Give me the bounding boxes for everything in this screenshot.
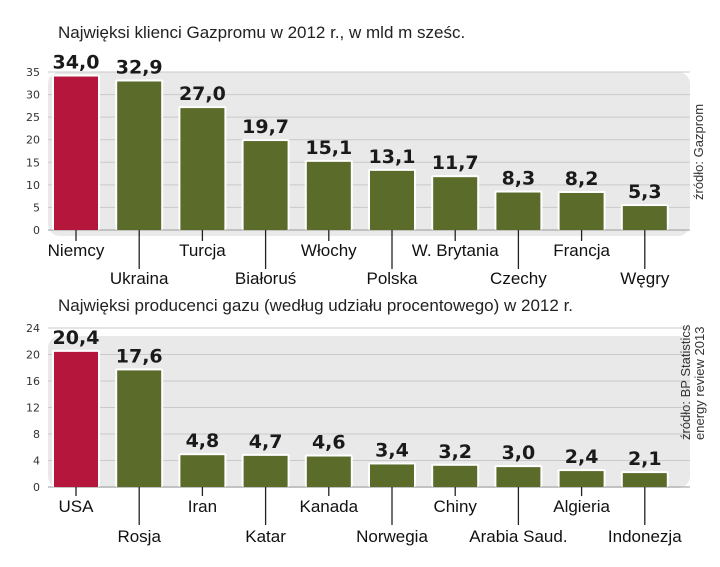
category-label: Katar bbox=[245, 527, 286, 546]
value-label: 17,6 bbox=[116, 345, 163, 367]
value-label: 8,2 bbox=[565, 168, 599, 190]
bar-chiny bbox=[433, 465, 478, 487]
value-label: 32,9 bbox=[116, 56, 163, 78]
value-label: 4,6 bbox=[312, 432, 346, 454]
category-label: Indonezja bbox=[608, 527, 682, 546]
category-label: Białoruś bbox=[235, 269, 296, 288]
y-tick-label: 5 bbox=[33, 201, 40, 214]
plot-panel bbox=[48, 336, 690, 488]
chart-1: Najwięksi klienci Gazpromu w 2012 r., w … bbox=[26, 23, 706, 288]
y-tick-label: 12 bbox=[26, 402, 40, 415]
category-label: Węgry bbox=[620, 269, 670, 288]
bar-norwegia bbox=[370, 464, 414, 487]
source-note: źródło: Gazprom bbox=[691, 104, 706, 200]
category-label: Ukraina bbox=[110, 269, 169, 288]
bar-rosja bbox=[117, 370, 162, 487]
category-label: Algieria bbox=[553, 497, 610, 516]
value-label: 27,0 bbox=[179, 83, 226, 105]
chart-title: Najwięksi producenci gazu (według udział… bbox=[58, 296, 573, 315]
value-label: 2,1 bbox=[628, 448, 662, 470]
bar-polska bbox=[370, 170, 414, 230]
category-label: W. Brytania bbox=[412, 241, 499, 260]
value-label: 11,7 bbox=[432, 152, 479, 174]
value-label: 15,1 bbox=[305, 137, 352, 159]
bar-ukraina bbox=[117, 81, 162, 230]
y-tick-label: 0 bbox=[33, 481, 40, 494]
category-label: USA bbox=[59, 497, 95, 516]
bar-indonezja bbox=[622, 473, 667, 487]
bar-katar bbox=[243, 455, 288, 487]
bar-w-brytania bbox=[433, 177, 478, 230]
value-label: 8,3 bbox=[502, 168, 536, 190]
y-tick-label: 30 bbox=[26, 89, 40, 102]
category-label: Kanada bbox=[299, 497, 358, 516]
value-label: 19,7 bbox=[242, 116, 289, 138]
source-note: źródło: BP Statistics bbox=[678, 324, 693, 440]
y-tick-label: 25 bbox=[26, 111, 40, 124]
value-label: 13,1 bbox=[369, 146, 416, 168]
y-tick-label: 10 bbox=[26, 179, 40, 192]
category-label: Norwegia bbox=[356, 527, 428, 546]
source-note: energy review 2013 bbox=[692, 327, 707, 440]
value-label: 2,4 bbox=[565, 446, 599, 468]
category-label: Turcja bbox=[179, 241, 226, 260]
bar-turcja bbox=[180, 108, 225, 230]
y-tick-label: 24 bbox=[26, 322, 40, 335]
value-label: 34,0 bbox=[53, 52, 100, 74]
value-label: 3,0 bbox=[502, 442, 536, 464]
category-label: Iran bbox=[188, 497, 217, 516]
value-label: 4,8 bbox=[186, 430, 220, 452]
y-tick-label: 0 bbox=[33, 224, 40, 237]
category-label: Chiny bbox=[433, 497, 477, 516]
y-tick-label: 8 bbox=[33, 428, 40, 441]
chart-2: Najwięksi producenci gazu (według udział… bbox=[26, 296, 707, 546]
y-tick-label: 35 bbox=[26, 66, 40, 79]
y-tick-label: 20 bbox=[26, 349, 40, 362]
chart-title: Najwięksi klienci Gazpromu w 2012 r., w … bbox=[58, 23, 465, 42]
bar-węgry bbox=[622, 206, 667, 230]
y-tick-label: 4 bbox=[33, 455, 40, 468]
category-label: Rosja bbox=[117, 527, 161, 546]
bar-białoruś bbox=[243, 141, 288, 230]
category-label: Czechy bbox=[490, 269, 547, 288]
bar-niemcy bbox=[54, 76, 98, 230]
value-label: 3,2 bbox=[438, 441, 472, 463]
value-label: 20,4 bbox=[53, 327, 100, 349]
bar-francja bbox=[559, 192, 604, 230]
category-label: Francja bbox=[553, 241, 610, 260]
bar-algieria bbox=[559, 471, 604, 487]
y-tick-label: 15 bbox=[26, 156, 40, 169]
bar-arabia-saud- bbox=[496, 467, 541, 487]
value-label: 3,4 bbox=[375, 439, 409, 461]
category-label: Niemcy bbox=[48, 241, 105, 260]
y-tick-label: 16 bbox=[26, 375, 40, 388]
category-label: Polska bbox=[366, 269, 418, 288]
bar-włochy bbox=[306, 161, 351, 230]
bar-iran bbox=[180, 455, 225, 487]
category-label: Arabia Saud. bbox=[469, 527, 567, 546]
value-label: 4,7 bbox=[249, 431, 283, 453]
bar-czechy bbox=[496, 192, 541, 230]
value-label: 5,3 bbox=[628, 181, 662, 203]
category-label: Włochy bbox=[301, 241, 357, 260]
bar-kanada bbox=[306, 456, 351, 487]
y-tick-label: 20 bbox=[26, 134, 40, 147]
bar-usa bbox=[54, 351, 98, 487]
